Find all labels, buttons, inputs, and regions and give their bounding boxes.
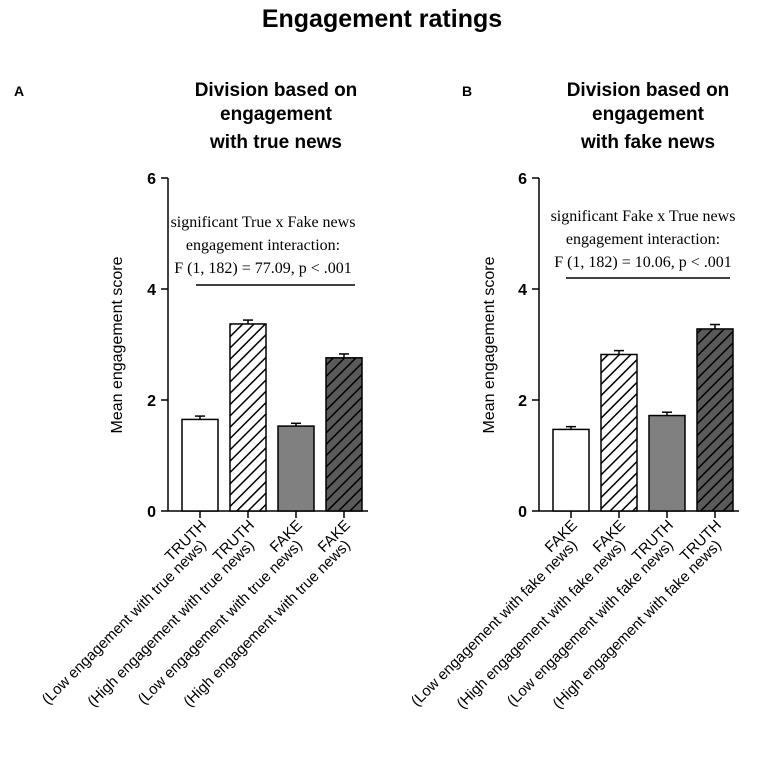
panel-a: A Division based on engagement with true… [14, 80, 368, 710]
panel-title-line: with true news [209, 132, 342, 153]
bar [696, 328, 734, 512]
category-label-line2: (Low engagement with fake news) [408, 537, 581, 710]
bar [552, 428, 590, 512]
plot-area: 0 2 4 6 [147, 171, 363, 521]
panel-title-line: Division based on [195, 80, 358, 101]
y-tick-label: 4 [518, 282, 527, 299]
panel-title-line: engagement [220, 104, 333, 125]
annotation-line: F (1, 182) = 77.09, p < .001 [174, 260, 352, 277]
y-tick-label: 0 [518, 504, 527, 521]
panel-label: A [14, 83, 24, 99]
panel-title-line: Division based on [567, 80, 730, 101]
y-tick-label: 6 [147, 171, 156, 188]
bar [648, 414, 686, 512]
panel-title-line: with fake news [580, 132, 715, 153]
annotation-line: significant Fake x True news [551, 208, 736, 225]
panel-label: B [462, 83, 472, 99]
figure-title: Engagement ratings [262, 5, 502, 33]
y-axis-label: Mean engagement score [481, 256, 498, 433]
y-tick-label: 0 [147, 504, 156, 521]
y-tick-label: 2 [147, 393, 156, 410]
bar [229, 323, 267, 512]
bar [600, 353, 638, 512]
annotation-line: engagement interaction: [566, 231, 720, 248]
bar [181, 418, 219, 512]
plot-area: 0 2 4 6 [518, 171, 734, 521]
panel-b: B Division based on engagement with fake… [408, 80, 739, 712]
panel-title-line: engagement [592, 104, 705, 125]
y-tick-label: 6 [518, 171, 527, 188]
y-tick-label: 2 [518, 393, 527, 410]
annotation-line: significant True x Fake news [171, 214, 356, 231]
y-tick-label: 4 [147, 282, 156, 299]
category-labels: FAKE (Low engagement with fake news) FAK… [408, 517, 725, 712]
category-labels: TRUTH (Low engagement with true news) TR… [39, 517, 354, 711]
y-axis-label: Mean engagement score [109, 256, 126, 433]
bar [277, 425, 315, 512]
annotation-line: engagement interaction: [186, 237, 340, 254]
annotation-line: F (1, 182) = 10.06, p < .001 [554, 254, 732, 271]
bar [325, 357, 363, 512]
